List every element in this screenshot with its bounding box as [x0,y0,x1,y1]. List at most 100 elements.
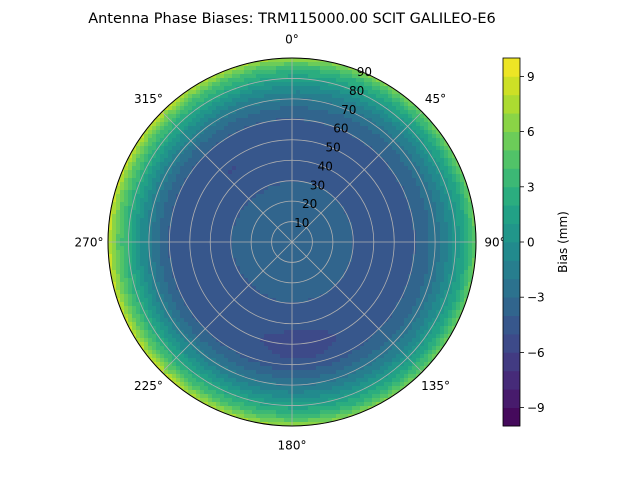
contour-cell [216,122,221,127]
contour-cell [352,170,357,175]
contour-cell [392,294,397,299]
contour-cell [460,190,465,195]
contour-cell [332,262,337,267]
contour-cell [224,214,229,219]
contour-cell [384,238,389,243]
contour-cell [164,158,169,163]
contour-cell [140,246,145,251]
contour-cell [276,294,281,299]
contour-cell [424,266,429,271]
contour-cell [372,118,377,123]
contour-cell [160,118,165,123]
contour-cell [444,178,449,183]
contour-cell [440,262,445,267]
contour-cell [288,166,293,171]
contour-cell [328,202,333,207]
contour-cell [352,242,357,247]
contour-cell [412,134,417,139]
contour-cell [360,142,365,147]
contour-cell [432,130,437,135]
contour-cell [288,290,293,295]
contour-cell [152,250,157,255]
contour-cell [284,86,289,91]
contour-cell [436,278,441,283]
contour-cell [288,118,293,123]
contour-cell [404,270,409,275]
contour-cell [220,110,225,115]
contour-cell [232,262,237,267]
contour-cell [436,298,441,303]
contour-cell [432,290,437,295]
contour-cell [332,70,337,75]
contour-cell [228,166,233,171]
contour-cell [208,186,213,191]
contour-cell [240,94,245,99]
contour-cell [276,94,281,99]
contour-cell [408,218,413,223]
contour-cell [176,198,181,203]
contour-cell [256,86,261,91]
contour-cell [424,206,429,211]
contour-cell [408,246,413,251]
contour-cell [424,130,429,135]
contour-cell [296,290,301,295]
contour-cell [372,194,377,199]
contour-cell [140,250,145,255]
contour-cell [248,234,253,239]
contour-cell [216,162,221,167]
contour-cell [236,162,241,167]
contour-cell [196,278,201,283]
contour-cell [312,138,317,143]
contour-cell [236,290,241,295]
contour-cell [252,110,257,115]
contour-cell [248,246,253,251]
contour-cell [468,246,473,251]
contour-cell [416,242,421,247]
contour-cell [196,150,201,155]
contour-cell [200,238,205,243]
contour-cell [120,190,125,195]
contour-cell [344,102,349,107]
contour-cell [252,242,257,247]
contour-cell [432,190,437,195]
contour-cell [392,178,397,183]
contour-cell [172,138,177,143]
contour-cell [280,146,285,151]
contour-cell [324,214,329,219]
contour-cell [336,122,341,127]
contour-cell [452,198,457,203]
contour-cell [256,62,261,67]
contour-cell [332,58,337,63]
contour-cell [188,270,193,275]
contour-cell [188,186,193,191]
contour-cell [384,90,389,95]
contour-cell [220,154,225,159]
contour-cell [184,126,189,131]
contour-cell [292,266,297,271]
contour-cell [432,242,437,247]
contour-cell [356,114,361,119]
contour-cell [320,74,325,79]
contour-cell [364,86,369,91]
contour-cell [304,190,309,195]
contour-cell [144,262,149,267]
contour-cell [348,186,353,191]
contour-cell [268,250,273,255]
contour-cell [320,138,325,143]
contour-cell [364,118,369,123]
contour-cell [224,126,229,131]
contour-cell [380,118,385,123]
contour-cell [356,278,361,283]
contour-cell [124,270,129,275]
contour-cell [376,246,381,251]
contour-cell [168,206,173,211]
contour-cell [184,282,189,287]
contour-cell [320,78,325,83]
contour-cell [272,106,277,111]
contour-cell [268,146,273,151]
contour-cell [160,222,165,227]
contour-cell [180,278,185,283]
contour-cell [364,158,369,163]
contour-cell [160,178,165,183]
contour-cell [200,246,205,251]
